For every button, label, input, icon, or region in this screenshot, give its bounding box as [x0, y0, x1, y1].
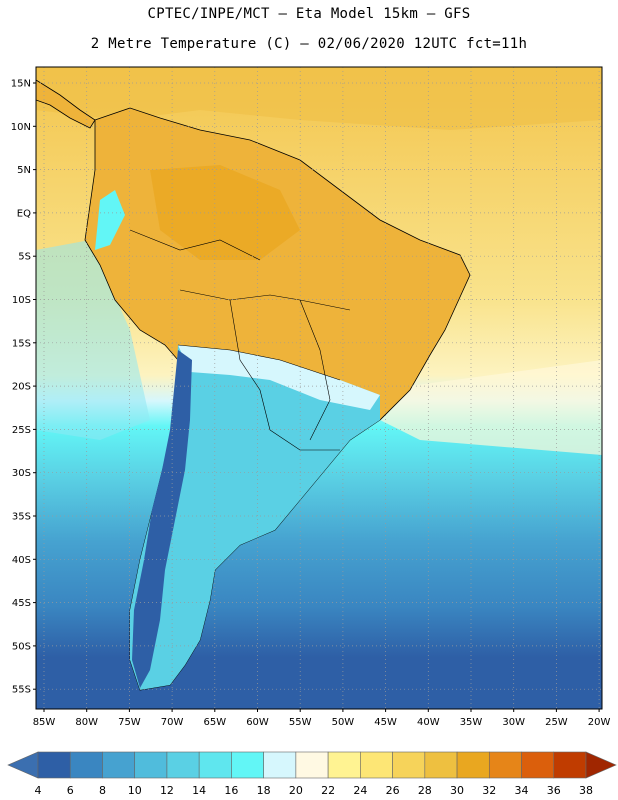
- colorbar-label: 14: [192, 784, 206, 797]
- colorbar-segment: [231, 751, 264, 779]
- country-border: [177, 344, 341, 381]
- colorbar-label: 28: [418, 784, 432, 797]
- atlantic-warm-band: [380, 360, 602, 455]
- colorbar-arrow-right: [585, 751, 617, 779]
- northern-andes-cool: [95, 190, 125, 250]
- colorbar-segment: [295, 751, 329, 779]
- country-border: [299, 299, 331, 441]
- colorbar-segment: [456, 751, 490, 779]
- lat-tick-label: 5N: [17, 165, 31, 176]
- country-border: [269, 429, 340, 451]
- lat-tick-label: 20S: [12, 382, 31, 393]
- colorbar-label: 8: [99, 784, 106, 797]
- lon-tick-label: 40W: [417, 717, 440, 728]
- lat-tick-label: 15S: [12, 338, 31, 349]
- lon-tick-label: 25W: [545, 717, 568, 728]
- colorbar-label: 4: [35, 784, 42, 797]
- colorbar-segment: [37, 751, 71, 779]
- lat-tick-label: 50S: [12, 641, 31, 652]
- lat-tick-label: 40S: [12, 555, 31, 566]
- lon-tick-label: 70W: [161, 717, 184, 728]
- map-frame: [35, 66, 603, 710]
- lat-tick-label: EQ: [17, 208, 31, 219]
- map-title-line1: CPTEC/INPE/MCT – Eta Model 15km – GFS: [147, 6, 471, 22]
- colorbar-segment: [424, 751, 458, 779]
- longitude-axis: 85W 80W 75W 70W 65W 60W 55W 50W 45W 40W 35W 30W 25W 2…: [33, 709, 611, 728]
- colorbar-segment: [198, 751, 232, 779]
- colorbar-segment: [263, 751, 297, 779]
- colorbar-label: 32: [482, 784, 496, 797]
- lon-tick-label: 30W: [502, 717, 525, 728]
- lat-tick-label: 35S: [12, 512, 31, 523]
- lon-tick-label: 80W: [75, 717, 98, 728]
- lat-tick-label: 45S: [12, 598, 31, 609]
- lat-tick-label: 10S: [12, 295, 31, 306]
- lon-tick-label: 35W: [460, 717, 483, 728]
- colorbar-label: 16: [224, 784, 238, 797]
- colorbar-label: 36: [547, 784, 561, 797]
- colorbar-label: 6: [67, 784, 74, 797]
- colorbar-label: 38: [579, 784, 593, 797]
- lon-tick-label: 50W: [332, 717, 355, 728]
- country-border: [179, 289, 351, 311]
- lat-tick-label: 5S: [18, 252, 31, 263]
- colorbar-segment: [360, 751, 393, 779]
- colorbar-segment: [166, 751, 200, 779]
- southern-cone-cool-land: [130, 345, 380, 690]
- colorbar-label: 24: [353, 784, 367, 797]
- colorbar-segment: [392, 751, 426, 779]
- colorbar-label: 20: [289, 784, 303, 797]
- lon-tick-label: 20W: [588, 717, 611, 728]
- lat-tick-label: 30S: [12, 468, 31, 479]
- lon-tick-label: 60W: [246, 717, 269, 728]
- lat-tick-label: 55S: [12, 685, 31, 696]
- colorbar-segment: [521, 751, 555, 779]
- colorbar-segment: [69, 751, 103, 779]
- colorbar-segment: [327, 751, 361, 779]
- colorbar-segment: [553, 751, 587, 779]
- colorbar-segment: [102, 751, 136, 779]
- colorbar: 4 6 8 10 12 14 16 18 20 22 24 26 28 30 32 34 36 38: [7, 751, 617, 797]
- colorbar-label: 30: [450, 784, 464, 797]
- lon-tick-label: 85W: [33, 717, 56, 728]
- country-border: [229, 299, 271, 431]
- lon-tick-label: 45W: [374, 717, 397, 728]
- amazon-hot-area: [150, 165, 300, 260]
- lon-tick-label: 65W: [203, 717, 226, 728]
- lat-tick-label: 10N: [11, 122, 31, 133]
- colorbar-label: 18: [257, 784, 271, 797]
- colorbar-segment: [134, 751, 168, 779]
- central-america-land: [36, 79, 96, 129]
- colorbar-label: 10: [128, 784, 142, 797]
- colorbar-arrow-left: [7, 751, 39, 779]
- transition-zone: [178, 345, 380, 410]
- map-title-line2: 2 Metre Temperature (C) – 02/06/2020 12U…: [90, 36, 528, 52]
- colorbar-label: 12: [160, 784, 174, 797]
- lon-tick-label: 55W: [289, 717, 312, 728]
- latitude-axis: 15N 10N 5N EQ 5S 10S 15S 20S 25S 30S 35S 40S 45S 50S 5…: [11, 79, 36, 696]
- lat-tick-label: 25S: [12, 425, 31, 436]
- colorbar-label: 26: [386, 784, 400, 797]
- colorbar-label: 34: [515, 784, 529, 797]
- lon-tick-label: 75W: [118, 717, 141, 728]
- colorbar-segment: [488, 751, 522, 779]
- pacific-cool-area: [36, 240, 150, 440]
- lat-tick-label: 15N: [11, 79, 31, 90]
- colorbar-label: 22: [321, 784, 335, 797]
- country-border: [129, 229, 261, 261]
- andes-cold-strip: [132, 350, 192, 688]
